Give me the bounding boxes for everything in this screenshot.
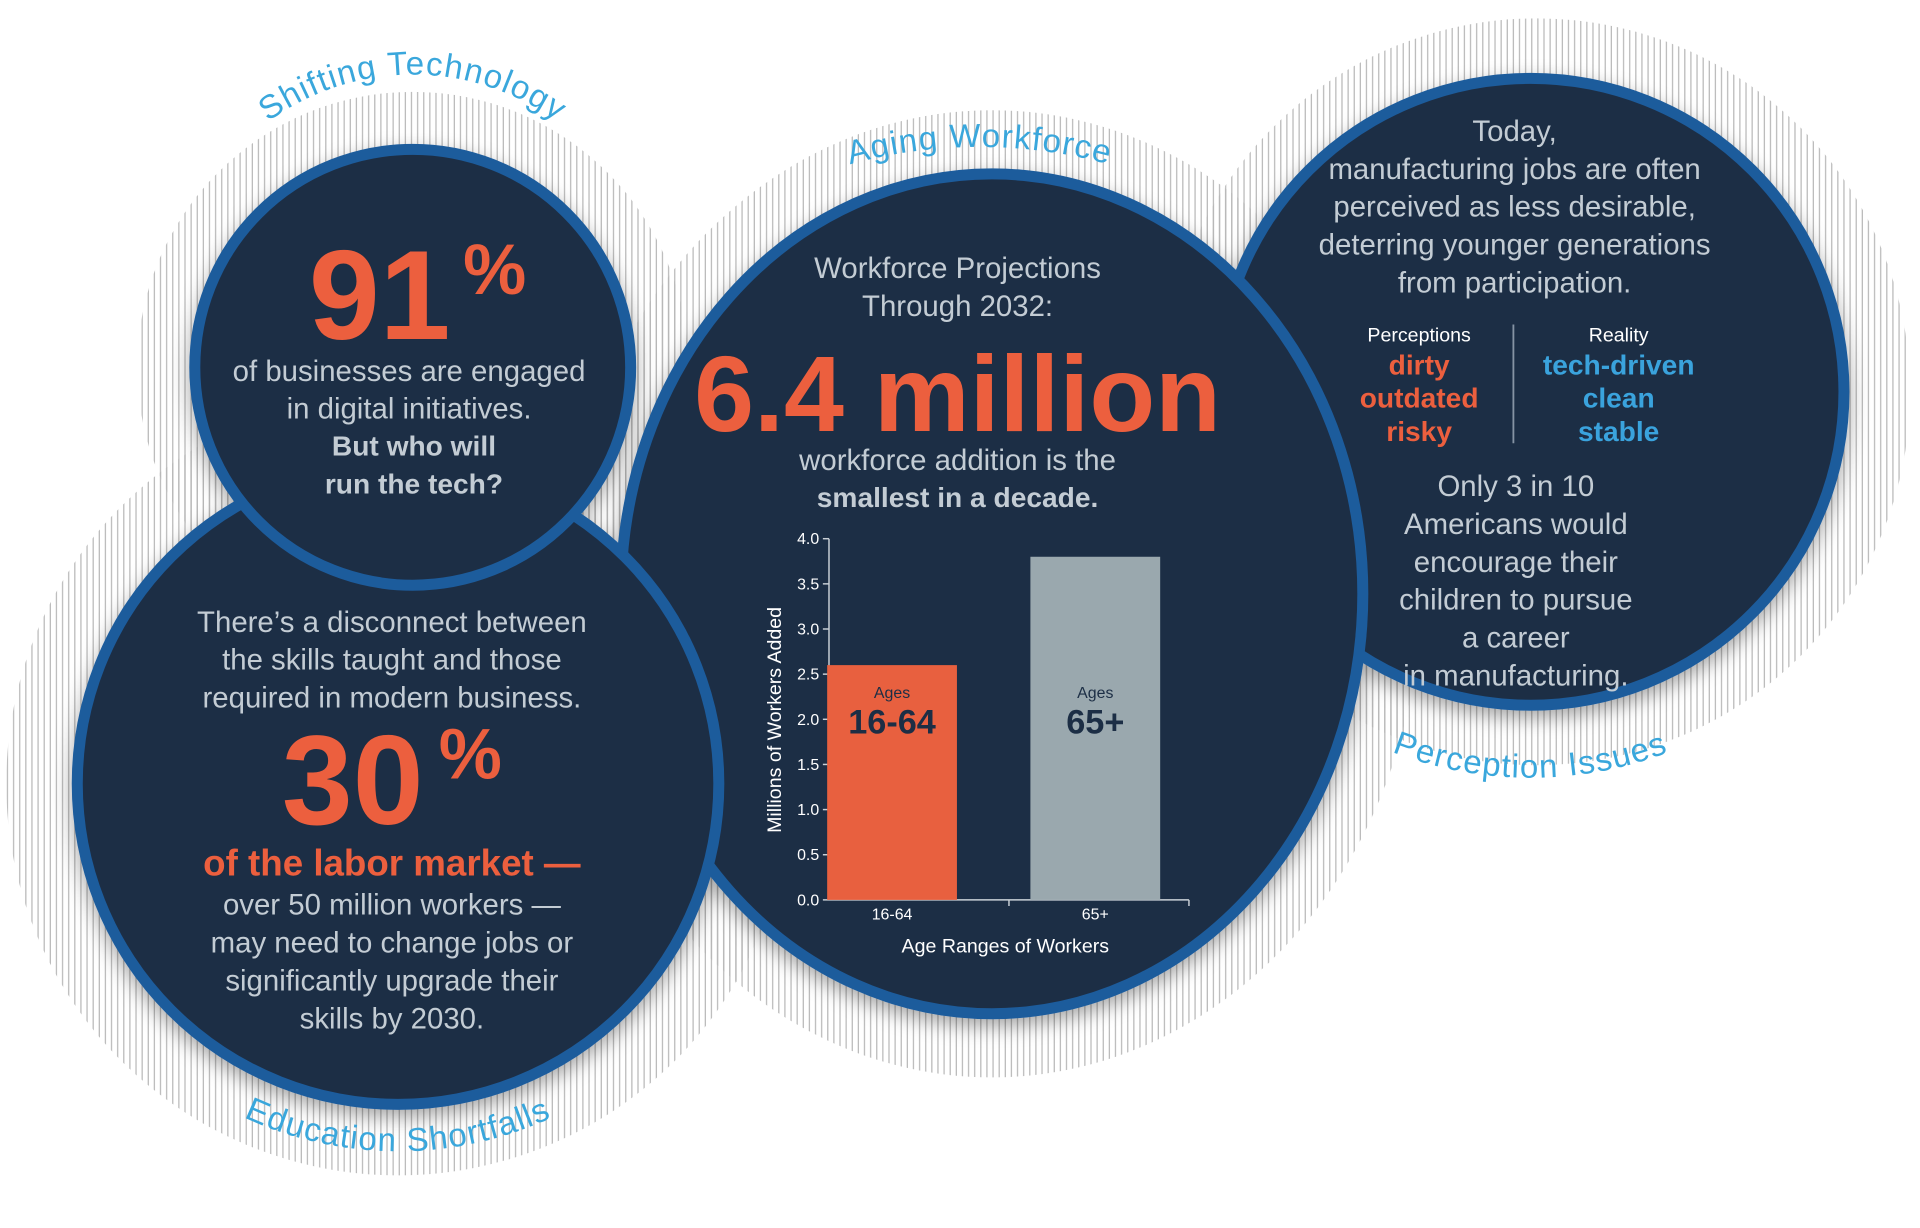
y-tick-label: 0.0 [797, 892, 819, 909]
x-tick-label: 65+ [1082, 906, 1109, 923]
perception-item: risky [1386, 416, 1452, 447]
body-line: a career [1462, 622, 1570, 655]
bar [827, 665, 957, 900]
y-tick-label: 3.0 [797, 622, 819, 639]
x-axis-label: Age Ranges of Workers [902, 936, 1110, 958]
stat: 6.4 million [694, 333, 1221, 454]
body-line: deterring younger generations [1319, 229, 1711, 262]
body-line: encourage their [1414, 546, 1618, 579]
highlight: of the labor market — [203, 842, 581, 883]
bar-label-prefix: Ages [1077, 685, 1113, 702]
perception-item: outdated [1360, 383, 1479, 414]
body-line: in manufacturing. [1403, 660, 1628, 693]
column-title: Perceptions [1367, 325, 1471, 347]
tech-circle [189, 143, 637, 591]
y-tick-label: 1.0 [797, 802, 819, 819]
emphasis-line: smallest in a decade. [817, 482, 1099, 513]
body-line: required in modern business. [202, 682, 581, 715]
body-line: over 50 million workers — [223, 889, 562, 922]
perception-item: dirty [1389, 350, 1450, 381]
body-line: in digital initiatives. [287, 393, 532, 426]
body-line: from participation. [1398, 267, 1631, 300]
emphasis-line: But who will [332, 430, 496, 461]
y-tick-label: 2.0 [797, 712, 819, 729]
bar-label: 65+ [1066, 703, 1124, 741]
body-line: skills by 2030. [300, 1002, 484, 1035]
body-line: Today, [1472, 115, 1556, 148]
body-line: the skills taught and those [222, 644, 562, 677]
body-line: Workforce Projections [814, 252, 1101, 285]
stat-unit: % [463, 231, 526, 310]
body-line: of businesses are engaged [233, 355, 586, 388]
stat-number: 91 [309, 224, 451, 366]
reality-item: tech-driven [1543, 350, 1695, 381]
body-line: significantly upgrade their [225, 964, 558, 997]
body-line: Americans would [1404, 508, 1628, 541]
bar [1030, 556, 1161, 900]
column-title: Reality [1589, 325, 1649, 347]
body-line: workforce addition is the [798, 444, 1116, 477]
reality-item: clean [1583, 383, 1655, 414]
x-tick-label: 16-64 [872, 906, 913, 923]
bar-label-prefix: Ages [874, 685, 910, 702]
y-tick-label: 1.5 [797, 757, 819, 774]
stat-number: 30 [282, 709, 424, 851]
y-tick-label: 0.5 [797, 847, 819, 864]
y-tick-label: 3.5 [797, 576, 819, 593]
body-line: There’s a disconnect between [197, 606, 587, 639]
reality-item: stable [1578, 416, 1659, 447]
emphasis-line: run the tech? [325, 468, 503, 499]
body-line: manufacturing jobs are often [1328, 153, 1700, 186]
y-axis-label: Millions of Workers Added [764, 607, 786, 833]
circles [71, 72, 1850, 1110]
body-line: children to pursue [1399, 584, 1633, 617]
stat-unit: % [439, 716, 502, 795]
body-line: perceived as less desirable, [1333, 191, 1695, 224]
body-line: Only 3 in 10 [1437, 470, 1594, 503]
body-line: may need to change jobs or [211, 927, 574, 960]
y-tick-label: 2.5 [797, 667, 819, 684]
body-line: Through 2032: [862, 290, 1053, 323]
y-tick-label: 4.0 [797, 531, 819, 548]
bar-label: 16-64 [848, 703, 936, 741]
